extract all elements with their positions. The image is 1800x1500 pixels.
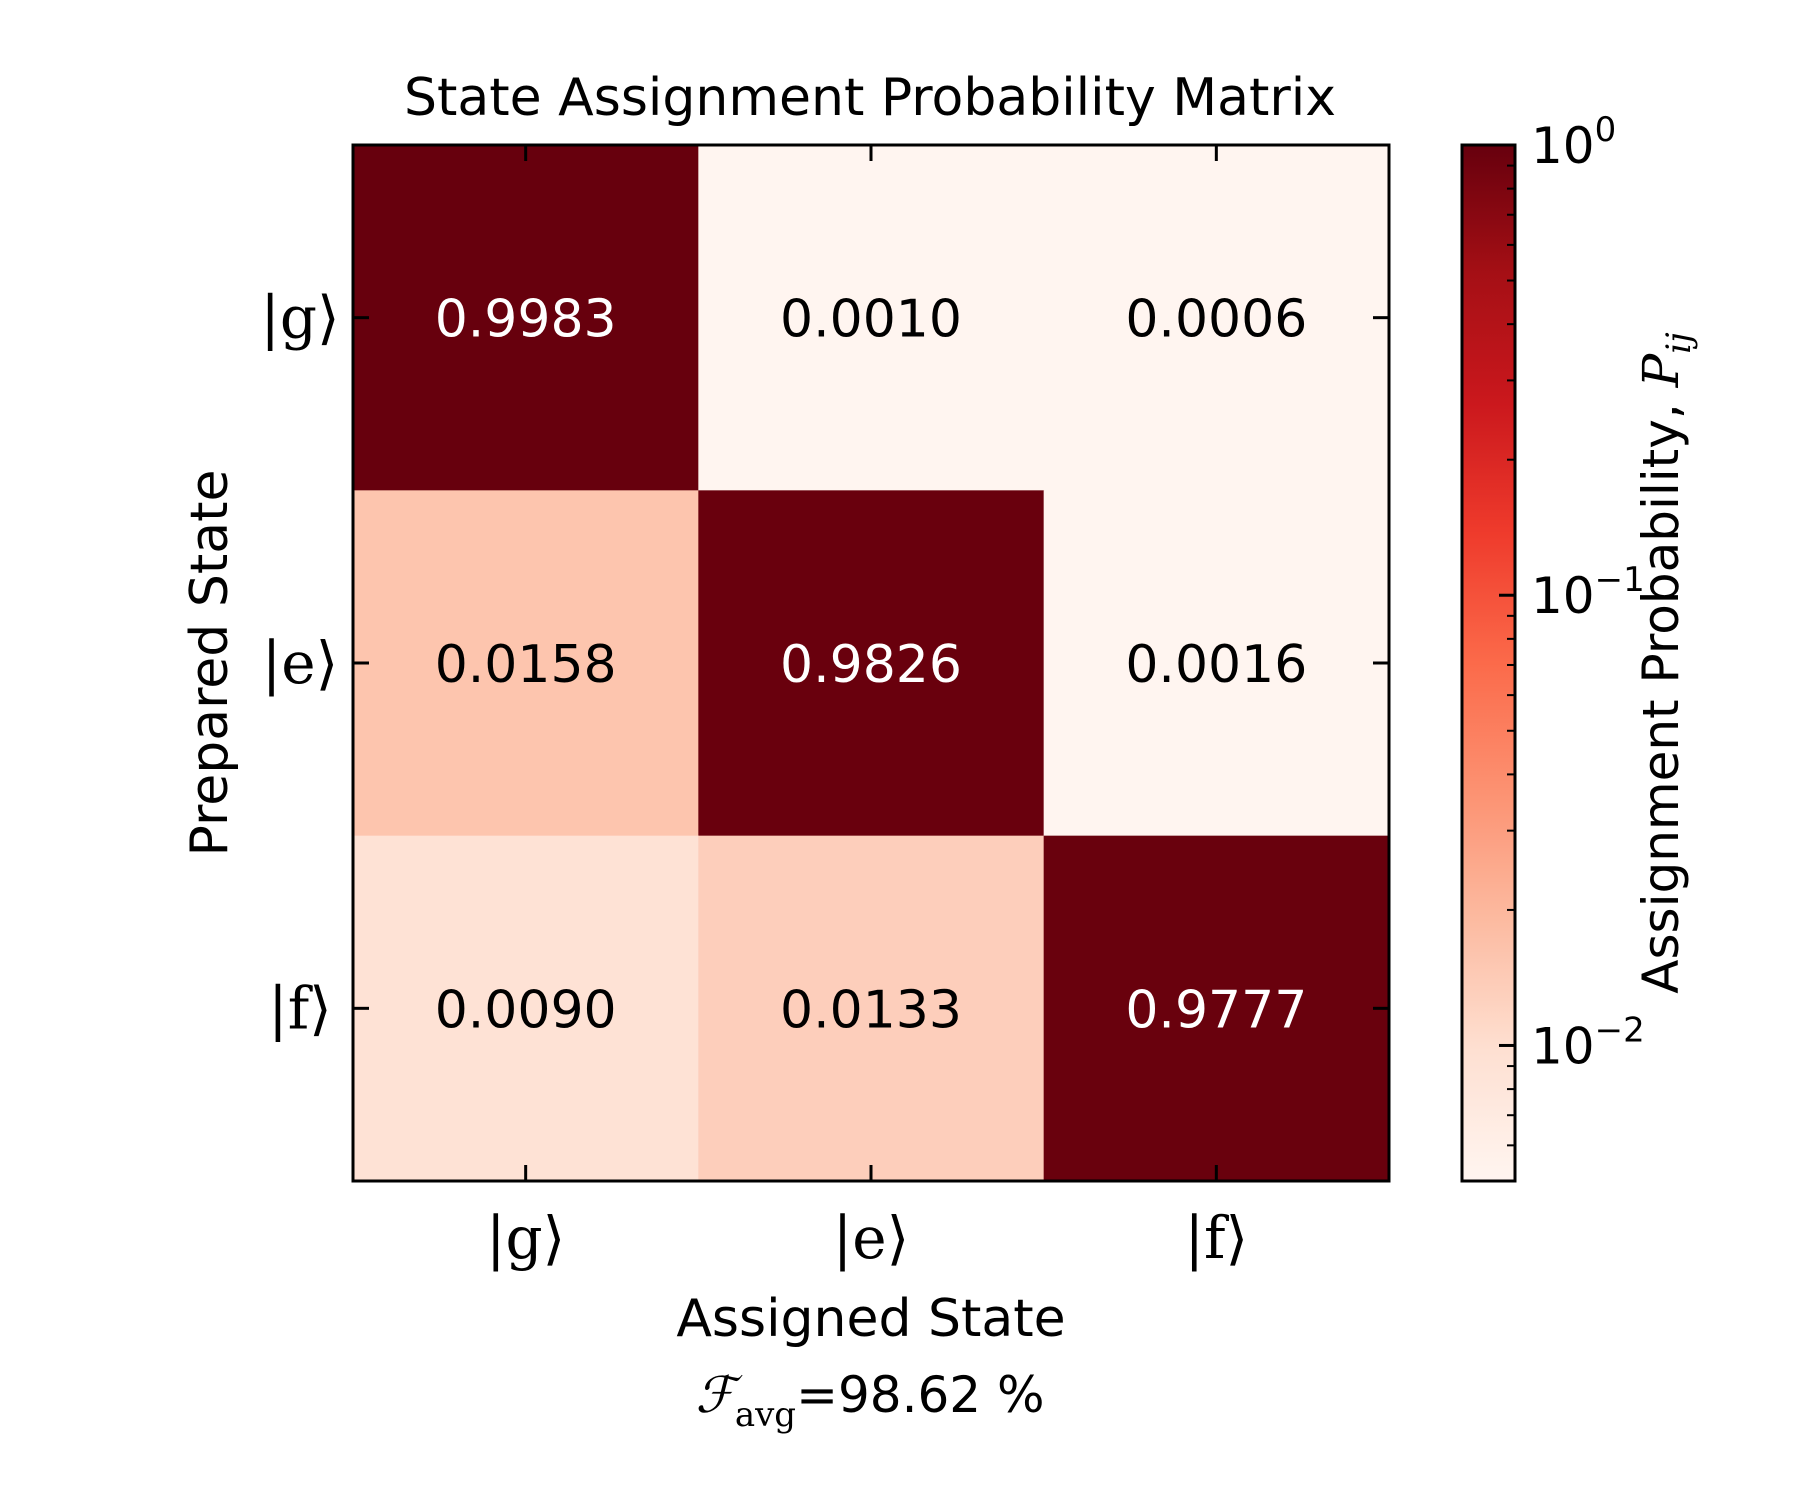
colorbar-tick-label: 10−1	[1531, 560, 1645, 625]
colorbar-label-text: Assignment Probability,	[1632, 387, 1690, 993]
colorbar-label: Assignment Probability, Pij	[1632, 332, 1699, 994]
heatmap-cell	[1043, 145, 1390, 491]
colorbar-tick-label: 100	[1531, 110, 1616, 175]
heatmap-cell	[353, 145, 699, 491]
fidelity-subscript: avg	[735, 1395, 796, 1435]
heatmap-cell	[353, 490, 699, 837]
heatmap-cell	[353, 835, 699, 1182]
cell-value-label: 0.0016	[1125, 635, 1307, 695]
heatmap-cell	[1043, 835, 1390, 1182]
fidelity-annotation: ℱavg=98.62 %	[696, 1366, 1045, 1435]
y-tick-label: |f⟩	[268, 974, 332, 1042]
colorbar	[1460, 143, 1517, 1183]
x-tick-labels: |g⟩ |e⟩ |f⟩	[486, 1204, 1248, 1272]
colorbar-label-symbol: P	[1632, 352, 1690, 388]
cell-value-label: 0.9983	[435, 290, 617, 350]
cell-value-label: 0.0133	[780, 980, 962, 1040]
y-tick-labels: |g⟩ |e⟩ |f⟩	[260, 284, 339, 1043]
colorbar-tick-labels: 100 10−1 10−2	[1531, 110, 1645, 1075]
x-axis-label: Assigned State	[676, 1289, 1065, 1349]
x-tick-label: |f⟩	[1185, 1204, 1249, 1272]
x-tick-label: |e⟩	[833, 1204, 910, 1272]
colorbar-ticks	[1499, 143, 1515, 1182]
colorbar-label-subscript: ij	[1659, 332, 1699, 354]
cell-value-label: 0.9777	[1125, 980, 1307, 1040]
chart-title: State Assignment Probability Matrix	[404, 68, 1336, 128]
fidelity-value: =98.62 %	[796, 1366, 1044, 1424]
heatmap-cell	[698, 145, 1045, 491]
heatmap-cells: 0.9983 0.0010 0.0006 0.0158 0.9826 0.0016 0.00…	[353, 145, 1390, 1182]
colorbar-tick-label: 10−2	[1531, 1010, 1645, 1075]
y-axis-label: Prepared State	[180, 470, 240, 857]
axis-ticks	[353, 145, 1389, 1181]
cell-value-label: 0.0010	[780, 290, 962, 350]
cell-value-label: 0.9826	[780, 635, 962, 695]
x-tick-label: |g⟩	[486, 1204, 565, 1272]
cell-value-label: 0.0006	[1125, 290, 1307, 350]
cell-value-label: 0.0090	[435, 980, 617, 1040]
cell-value-label: 0.0158	[435, 635, 617, 695]
y-tick-label: |e⟩	[262, 629, 339, 697]
heatmap-cell	[698, 490, 1045, 837]
heatmap-cell	[1043, 490, 1390, 837]
y-tick-label: |g⟩	[260, 284, 339, 352]
heatmap-cell	[698, 835, 1045, 1182]
